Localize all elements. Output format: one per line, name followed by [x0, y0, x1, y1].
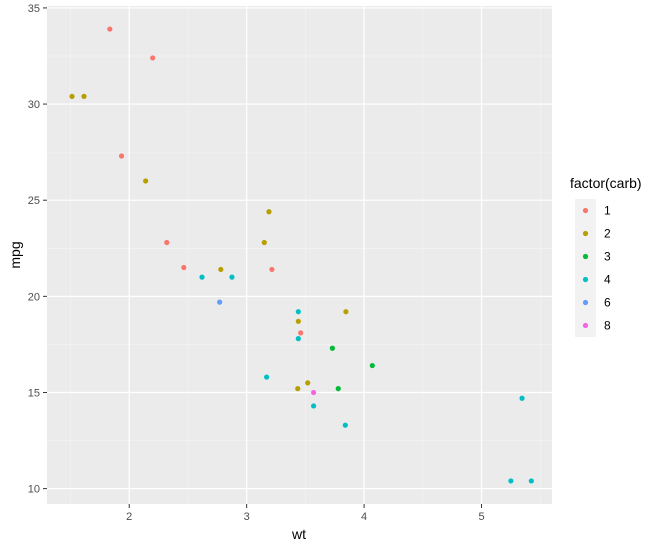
data-point-carb-4	[295, 336, 301, 342]
data-point-carb-4	[264, 374, 270, 380]
data-point-carb-1	[164, 239, 170, 246]
legend-key-point	[582, 322, 589, 329]
data-point-carb-2	[305, 380, 311, 386]
data-point-carb-2	[295, 318, 301, 324]
data-point-carb-4	[310, 403, 317, 409]
x-tick-label: 4	[361, 511, 367, 523]
data-point-carb-1	[181, 264, 187, 271]
data-point-carb-2	[266, 209, 272, 215]
minor-gridlines	[47, 6, 552, 504]
y-tick-label: 35	[28, 3, 40, 15]
x-tick-label: 3	[244, 511, 250, 523]
data-point-carb-2	[261, 239, 267, 246]
x-tick-label: 5	[478, 511, 484, 523]
plot-panel	[47, 6, 552, 504]
legend-label: 3	[604, 250, 611, 264]
data-point-carb-4	[229, 274, 235, 280]
data-point-carb-1	[107, 26, 113, 32]
axis-ticks	[43, 7, 483, 508]
x-axis-title: wt	[291, 526, 306, 542]
data-point-carb-4	[508, 478, 514, 484]
legend: factor(carb) 1 2 3 4 6 8	[570, 175, 642, 337]
data-point-carb-4	[342, 422, 348, 428]
legend-key-point	[582, 207, 589, 214]
y-tick-label: 20	[28, 291, 40, 303]
legend-label: 1	[604, 204, 611, 218]
x-tick-label: 2	[126, 511, 132, 523]
data-points	[69, 26, 534, 484]
data-point-carb-1	[269, 266, 275, 273]
legend-label: 2	[604, 227, 611, 241]
data-point-carb-4	[199, 274, 205, 280]
data-point-carb-1	[150, 55, 156, 61]
data-point-carb-6	[217, 299, 223, 305]
data-point-carb-3	[329, 345, 335, 351]
legend-key-point	[582, 253, 589, 260]
y-tick-label: 15	[28, 387, 40, 399]
data-point-carb-4	[519, 395, 525, 401]
tick-labels: 2 3 4 5 10 15 20 25 30 35	[28, 3, 485, 523]
legend-title: factor(carb)	[570, 175, 642, 191]
data-point-carb-8	[310, 389, 317, 396]
data-point-carb-3	[369, 362, 375, 369]
data-point-carb-1	[118, 153, 125, 159]
y-tick-label: 30	[28, 99, 40, 111]
data-point-carb-2	[69, 93, 75, 99]
data-point-carb-2	[295, 386, 301, 392]
y-axis-title: mpg	[7, 241, 23, 268]
data-point-carb-4	[295, 309, 301, 315]
legend-label: 8	[604, 319, 611, 333]
data-point-carb-2	[218, 266, 224, 273]
data-point-carb-4	[528, 478, 534, 484]
y-tick-label: 10	[28, 484, 40, 496]
legend-key-point	[582, 230, 589, 237]
data-point-carb-2	[81, 93, 87, 99]
legend-entries: 1 2 3 4 6 8	[575, 199, 611, 337]
legend-label: 6	[604, 296, 611, 310]
major-gridlines	[47, 6, 552, 504]
legend-key-point	[582, 299, 589, 306]
legend-key-point	[582, 276, 589, 283]
data-point-carb-2	[343, 309, 349, 315]
y-tick-label: 25	[28, 195, 40, 207]
data-point-carb-3	[335, 386, 341, 392]
data-point-carb-1	[298, 330, 304, 336]
data-point-carb-2	[143, 178, 149, 184]
legend-label: 4	[604, 273, 611, 287]
